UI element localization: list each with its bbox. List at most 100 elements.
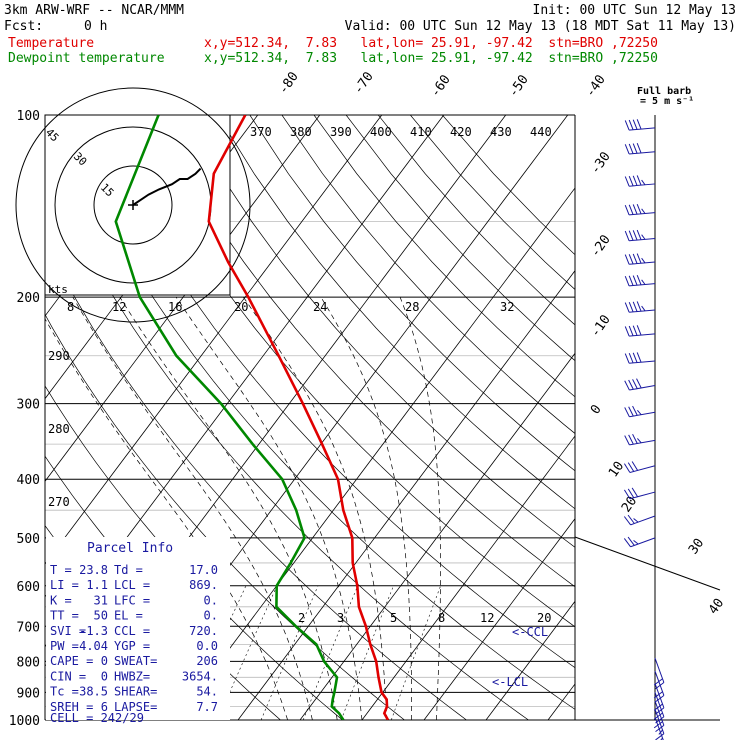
wind-barb-feather	[632, 301, 638, 312]
wind-barb-staff	[629, 127, 656, 131]
dry-adiabat-line	[56, 115, 575, 710]
moist-adiabat-label: 28	[405, 300, 419, 314]
moist-adiabat-line	[243, 296, 388, 720]
wind-barb-staff	[629, 237, 656, 242]
parcel-info-value: 38.5	[79, 685, 108, 699]
parcel-info-cell: CELL = 242/29	[50, 711, 144, 725]
wind-barb-feather	[628, 379, 634, 390]
wind-barb-feather	[624, 144, 630, 155]
dry-adiabat-line	[249, 115, 575, 472]
wind-barb-feather	[641, 208, 646, 214]
moist-adiabat-label: 20	[234, 300, 248, 314]
wind-barb-feather	[632, 325, 638, 336]
dry-adiabat-line	[345, 115, 575, 362]
mixing-ratio-label: 12	[480, 611, 494, 625]
wind-barb-feather	[633, 518, 639, 523]
dewpoint-location: x,y=512.34, 7.83 lat,lon= 25.91, -97.42 …	[204, 51, 658, 66]
parcel-info-label: LCL =	[114, 578, 150, 592]
wind-barb-feather	[653, 691, 663, 699]
wind-barb	[624, 175, 656, 187]
parcel-info-value: 23.8	[79, 563, 108, 577]
isotherm-label: 0	[588, 402, 605, 417]
wind-barb-feather	[624, 205, 630, 216]
wind-barb-feather	[623, 463, 631, 473]
pressure-tick-label: 600	[17, 580, 40, 595]
wind-barb-staff	[629, 385, 656, 391]
wind-barb-staff	[629, 212, 656, 216]
wind-barb-feather	[627, 514, 635, 524]
parcel-info-label: CCL =	[114, 624, 150, 638]
wind-barb-staff	[629, 309, 656, 313]
wind-barb-feather	[641, 257, 646, 264]
parcel-info-label: LFC =	[114, 593, 150, 607]
parcel-info-value: 4.04	[79, 639, 108, 653]
parcel-info-value: 0.0	[196, 639, 218, 653]
wind-barb-feather	[623, 516, 631, 526]
parcel-info-label: PW =	[50, 639, 79, 653]
isotherm-line	[45, 115, 321, 482]
isotherm-label: 30	[686, 536, 707, 557]
wind-barb	[624, 229, 656, 242]
theta-label: 370	[250, 125, 272, 139]
wind-barb-feather	[637, 438, 642, 444]
wind-barb-feather	[636, 274, 642, 286]
wind-barb	[624, 433, 656, 446]
wind-scale-units: = 5 m s⁻¹	[640, 96, 694, 107]
forecast-label: Fcst:	[4, 19, 44, 34]
dry-adiabat-line	[153, 115, 575, 588]
isotherm-label: -40	[583, 72, 609, 100]
model-title: 3km ARW-WRF -- NCAR/MMM	[4, 3, 185, 18]
pressure-tick-label: 200	[17, 291, 40, 306]
parcel-info-label: TT =	[50, 609, 79, 623]
isotherm-label: -70	[351, 69, 377, 97]
parcel-info-label: HWBZ=	[114, 669, 150, 683]
wind-barb	[624, 301, 656, 313]
parcel-info-background	[46, 537, 230, 720]
parcel-info-label: SVI =	[50, 624, 86, 638]
moist-adiabat-label: 16	[168, 300, 182, 314]
dry-adiabat-line	[377, 115, 575, 326]
wind-barb-staff	[629, 411, 656, 418]
wind-barb-feather	[653, 721, 663, 729]
wind-barb-feather	[628, 119, 634, 130]
parcel-info-value: 1.1	[86, 578, 108, 592]
wind-barb-feather	[627, 536, 635, 546]
wind-barb	[623, 536, 656, 548]
wind-barb-feather	[624, 276, 630, 287]
isotherm-label: -10	[588, 312, 614, 340]
wind-barb-staff	[654, 683, 665, 709]
isotherm-label: -80	[276, 69, 302, 97]
wind-barb-feather	[636, 352, 642, 363]
wind-barb	[624, 119, 656, 131]
wind-barb-feather	[628, 352, 634, 364]
wind-barb	[624, 352, 656, 364]
temperature-trace	[207, 115, 390, 720]
wind-barb-staff	[654, 670, 665, 696]
wind-barb-feather	[631, 487, 639, 497]
lcl-label: <-LCL	[492, 675, 528, 689]
dry-adiabat-line	[45, 239, 467, 720]
wind-barb	[623, 461, 656, 473]
wind-barb-staff	[654, 700, 665, 726]
wind-barb-feather	[636, 143, 642, 154]
mixing-ratio-label: 20	[537, 611, 551, 625]
wind-barb-feather	[628, 434, 634, 445]
isotherm-label: -30	[588, 149, 614, 177]
parcel-info-value: 6	[101, 700, 108, 714]
pressure-tick-label: 500	[17, 532, 40, 547]
wind-barb-feather	[628, 325, 634, 336]
isotherm-label: -20	[588, 232, 614, 260]
hodograph-ring	[93, 165, 173, 245]
temperature-legend: Temperature	[8, 36, 95, 51]
dry-adiabat-line	[217, 115, 575, 510]
wind-barb-feather	[636, 325, 642, 336]
isotherm-line	[361, 435, 575, 720]
hodograph-trace	[132, 167, 202, 206]
parcel-info-label: SREH =	[50, 700, 93, 714]
wind-barb-feather	[660, 737, 663, 740]
wind-barb-staff	[654, 657, 665, 683]
wind-barb-staff	[629, 261, 656, 265]
sounding-traces	[114, 115, 390, 720]
parcel-info-value: 0	[101, 669, 108, 683]
theta-label: 430	[490, 125, 512, 139]
